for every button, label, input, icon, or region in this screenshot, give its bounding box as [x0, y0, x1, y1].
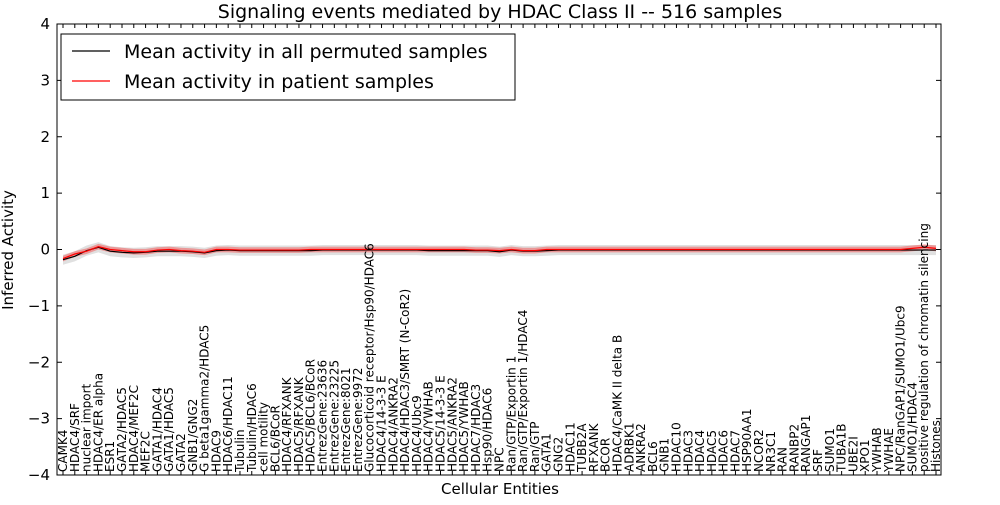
x-tick-label: HDAC4/Ubc9 — [410, 395, 424, 472]
x-tick-label: HDAC11 — [563, 422, 577, 472]
x-tick-label: nuclear import — [80, 383, 94, 472]
x-tick-label: YWHAE — [882, 428, 896, 473]
y-tick-label: −2 — [28, 353, 50, 371]
x-tick-label: CAMK4 — [56, 430, 70, 472]
x-tick-label: BCOR — [599, 438, 613, 472]
x-tick-label: ESR1 — [103, 441, 117, 472]
x-tick-label: GNG2 — [551, 437, 565, 472]
x-tick-label: HDAC7 — [728, 430, 742, 472]
y-tick-label: −4 — [28, 466, 50, 484]
x-axis-label: Cellular Entities — [441, 480, 559, 498]
x-tick-label: positive regulation of chromatin silenci… — [917, 223, 931, 472]
x-tick-label: UBE2I — [846, 436, 860, 472]
x-tick-label: HDAC5/ANKRA2 — [445, 377, 459, 472]
permuted-band — [63, 242, 936, 265]
x-tick-label: Ran/GTP/Exportin 1/HDAC4 — [516, 310, 530, 472]
x-tick-label: HDAC4/ANKRA2 — [386, 377, 400, 472]
x-tick-label: EntrezGene:23636 — [316, 360, 330, 472]
x-tick-label: BCL6 — [646, 441, 660, 472]
x-tick-label: HDAC4/RFXANK — [280, 376, 294, 472]
x-tick-label: GNB1 — [658, 438, 672, 472]
x-tick-label: HDAC10 — [669, 422, 683, 472]
x-tick-label: EntrezGene:8021 — [339, 368, 353, 473]
x-tick-label: HDAC4/CaMK II delta B — [610, 335, 624, 472]
x-tick-label: HDAC6 — [717, 430, 731, 472]
x-tick-label: HDAC5 — [705, 430, 719, 472]
patient-band — [63, 243, 936, 262]
x-tick-label: HDAC7/HDAC3 — [469, 384, 483, 472]
y-tick-label: −3 — [28, 410, 50, 428]
x-tick-label: Ran/GTP/Exportin 1 — [504, 356, 518, 472]
x-tick-label: NPC — [493, 447, 507, 472]
x-tick-label: HDAC4/YWHAB — [422, 381, 436, 472]
x-tick-label: HDAC4 — [693, 430, 707, 472]
x-tick-label: Tubulin — [233, 429, 247, 473]
x-tick-label: YWHAB — [870, 427, 884, 473]
patient-line — [62, 246, 937, 260]
x-tick-label: RANBP2 — [787, 424, 801, 472]
y-tick-label: 4 — [40, 15, 50, 33]
x-tick-label: Hsp90/HDAC6 — [481, 388, 495, 472]
x-tick-label: EntrezGene:23225 — [327, 360, 341, 472]
x-tick-label: SUMO1/HDAC4 — [905, 382, 919, 472]
chart-title: Signaling events mediated by HDAC Class … — [218, 1, 782, 23]
x-tick-label: RAN — [776, 447, 790, 472]
y-tick-label: 1 — [40, 184, 50, 202]
x-tick-label: NR3C1 — [764, 431, 778, 472]
y-axis: 4 3 2 1 0 −1 −2 −3 −4 — [28, 15, 941, 484]
x-tick-label: GATA2 — [174, 433, 188, 472]
x-tick-label: GATA1 — [540, 433, 554, 472]
x-tick-label: cell motility — [257, 402, 271, 472]
y-tick-label: −1 — [28, 297, 50, 315]
x-tick-label: GATA1/HDAC4 — [150, 387, 164, 472]
x-tick-label: HDAC4/14-3-3 E — [375, 375, 389, 472]
x-tick-label: NCOR2 — [752, 429, 766, 472]
x-tick-label: ANKRA2 — [634, 423, 648, 472]
line-layer — [62, 246, 937, 261]
x-tick-label: HDAC4/MEF2C — [127, 385, 141, 472]
x-tick-label: HSP90AA1 — [740, 408, 754, 472]
band-layer — [63, 242, 936, 265]
x-tick-label: HDAC5/RFXANK — [292, 376, 306, 472]
x-tick-label: GNB1/GNG2 — [186, 399, 200, 472]
x-tick-label: MEF2C — [139, 431, 153, 472]
x-tick-label: TUBA1B — [835, 424, 849, 473]
x-tick-label: SUMO1 — [823, 428, 837, 472]
x-tick-label: RANGAP1 — [799, 415, 813, 472]
x-tick-label: HDAC4/SRF — [68, 403, 82, 472]
x-tick-label: EntrezGene:9972 — [351, 368, 365, 473]
x-tick-label: TUBB2A — [575, 423, 589, 473]
x-tick-label: SRF — [811, 449, 825, 472]
x-tick-label: NPC/RanGAP1/SUMO1/Ubc9 — [894, 305, 908, 472]
y-tick-label: 0 — [40, 241, 50, 259]
x-tick-label: Glucocorticoid receptor/Hsp90/HDAC6 — [363, 243, 377, 472]
y-tick-label: 3 — [40, 71, 50, 89]
x-tick-label: HDAC9 — [209, 430, 223, 472]
x-tick-label: BCL6/BCoR — [268, 405, 282, 472]
x-tick-label: HDAC5/BCL6/BCoR — [304, 359, 318, 472]
x-tick-label: GATA1/HDAC5 — [162, 387, 176, 472]
y-axis-label: Inferred Activity — [0, 190, 17, 310]
legend-label-patient: Mean activity in patient samples — [124, 71, 434, 93]
legend-box — [60, 33, 516, 101]
x-tick-label: HDAC4/ER alpha — [91, 373, 105, 472]
x-tick-label: Tubulin/HDAC6 — [245, 383, 259, 473]
x-tick-label: HDAC5/14-3-3 E — [434, 375, 448, 472]
x-tick-label: GATA2/HDAC5 — [115, 387, 129, 472]
x-tick-label: Ran/GTP — [528, 421, 542, 472]
x-tick-label: HDAC6/HDAC11 — [221, 376, 235, 472]
y-tick-label: 2 — [40, 128, 50, 146]
legend-label-permuted: Mean activity in all permuted samples — [124, 41, 487, 63]
x-tick-label: RFXANK — [587, 422, 601, 472]
x-tick-label: ADRBK1 — [622, 422, 636, 472]
x-tick-label: G beta1gamma2/HDAC5 — [198, 325, 212, 472]
legend: Mean activity in all permuted samples Me… — [60, 33, 516, 101]
x-tick-label: HDAC4/HDAC3/SMRT (N-CoR2) — [398, 289, 412, 472]
x-tick-label: HDAC5/YWHAB — [457, 381, 471, 472]
x-tick-label: XPO1 — [858, 439, 872, 472]
x-tick-label: Histones — [929, 420, 943, 472]
x-tick-label: HDAC3 — [681, 430, 695, 472]
